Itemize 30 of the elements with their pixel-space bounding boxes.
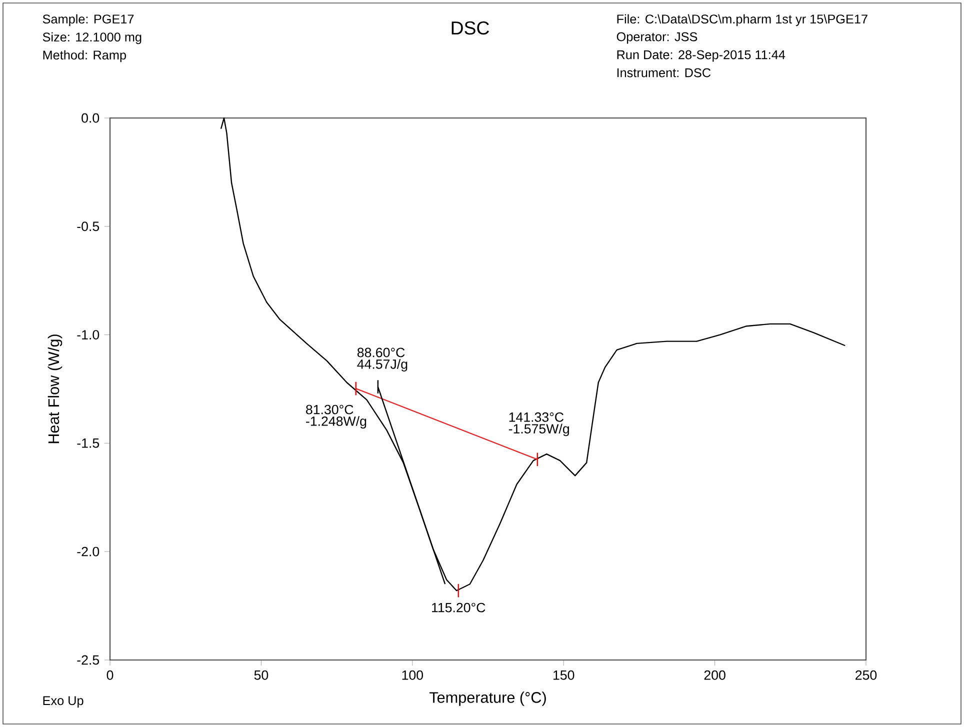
annotation: 115.20°C [432, 602, 486, 612]
x-tick-label: 100 [402, 670, 424, 680]
x-tick-label: 150 [554, 670, 574, 680]
annotation: 81.30°C [306, 404, 354, 414]
x-tick-label: 50 [254, 670, 268, 680]
chart-title: DSC [452, 21, 490, 35]
text: Method: Ramp [43, 50, 126, 62]
text: Instrument: DSC [617, 68, 711, 78]
annotation: 141.33°C [509, 412, 564, 422]
y-tick-label: -2.0 [77, 546, 100, 556]
text: Operator: JSS [616, 32, 698, 44]
y-tick-label: 0.0 [82, 113, 100, 123]
annotation: -1.248W/g [306, 416, 366, 429]
x-tick-label: 250 [856, 670, 877, 680]
text: Sample: PGE17 [42, 14, 134, 26]
x-tick-label: 200 [704, 670, 726, 680]
annotation: 44.57J/g [357, 359, 408, 372]
annotation: 88.60°C [357, 348, 405, 358]
annotation: -1.575W/g [508, 424, 569, 436]
x-axis-title: Temperature (°C) [429, 692, 546, 706]
text: File: C:\Data\DSC\m.pharm 1st yr 15\PGE17 [617, 14, 868, 26]
x-tick-label: 0 [106, 670, 114, 680]
y-axis-title: Heat Flow (W/g) [48, 334, 62, 444]
y-tick-label: -1.5 [77, 438, 100, 448]
y-tick-label: -2.5 [77, 655, 100, 665]
y-tick-label: -0.5 [77, 222, 100, 232]
text: Run Date: 28-Sep-2015 11:44 [617, 50, 786, 62]
text: Exo Up [43, 696, 84, 708]
text: Size: 12.1000 mg [42, 32, 142, 44]
y-tick-label: -1.0 [77, 330, 100, 340]
